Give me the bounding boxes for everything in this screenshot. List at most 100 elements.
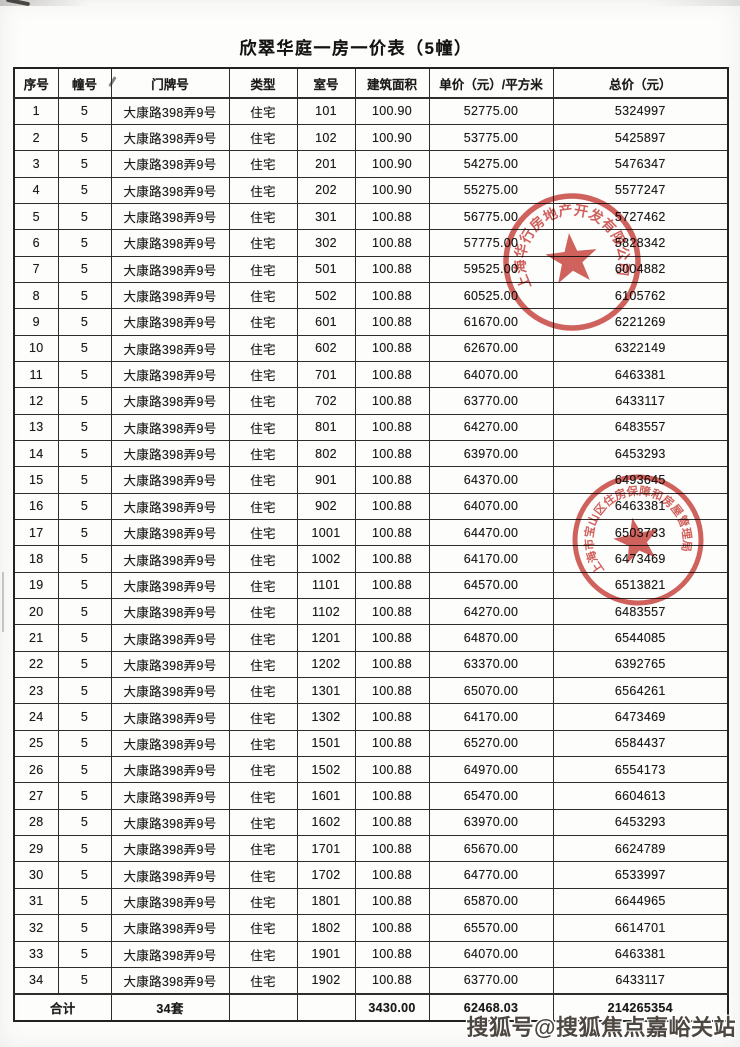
cell-address: 大康路398弄9号 bbox=[110, 571, 230, 600]
table-row: 15 5 大康路398弄9号 住宅 901 100.88 64370.00 6493645 bbox=[13, 466, 729, 494]
cell-type: 住宅 bbox=[228, 914, 298, 942]
table-row: 5 5 大康路398弄9号 住宅 301 100.88 56775.00 5727462 bbox=[13, 202, 729, 231]
table-row: 11 5 大康路398弄9号 住宅 701 100.88 64070.00 6463381 bbox=[13, 360, 729, 389]
cell-address: 大康路398弄9号 bbox=[110, 808, 230, 837]
cell-total-price: 6473469 bbox=[552, 703, 729, 731]
cell-seq: 3 bbox=[13, 150, 59, 178]
table-row: 32 5 大康路398弄9号 住宅 1802 100.88 65570.00 6614701 bbox=[13, 914, 729, 942]
cell-room: 202 bbox=[296, 176, 356, 204]
cell-type: 住宅 bbox=[228, 413, 298, 441]
cell-address: 大康路398弄9号 bbox=[110, 729, 230, 758]
cell-address: 大康路398弄9号 bbox=[110, 545, 230, 573]
cell-type: 住宅 bbox=[228, 281, 298, 310]
cell-type: 住宅 bbox=[228, 624, 298, 652]
table-row: 34 5 大康路398弄9号 住宅 1902 100.88 63770.00 6433117 bbox=[13, 966, 729, 995]
cell-type: 住宅 bbox=[228, 255, 298, 283]
cell-seq: 16 bbox=[13, 492, 59, 521]
cell-total-price: 6433117 bbox=[552, 966, 729, 995]
cell-building: 5 bbox=[57, 887, 112, 916]
cell-address: 大康路398弄9号 bbox=[110, 360, 230, 389]
cell-area: 100.88 bbox=[354, 703, 430, 731]
cell-total-price: 6554173 bbox=[552, 756, 729, 784]
cell-unit-price: 65070.00 bbox=[428, 677, 554, 705]
cell-total-price: 6483557 bbox=[552, 413, 729, 441]
table-footer: 合计 34套 3430.00 62468.03 214265354 bbox=[13, 993, 729, 1022]
cell-unit-price: 63770.00 bbox=[428, 966, 554, 995]
cell-unit-price: 65670.00 bbox=[428, 835, 554, 863]
cell-area: 100.90 bbox=[354, 97, 430, 125]
cell-area: 100.88 bbox=[354, 756, 430, 784]
cell-total-price: 6463381 bbox=[552, 940, 729, 968]
cell-building: 5 bbox=[57, 518, 112, 547]
table-row: 14 5 大康路398弄9号 住宅 802 100.88 63970.00 6453293 bbox=[13, 439, 729, 468]
cell-building: 5 bbox=[57, 308, 112, 336]
cell-total-price: 214265354 bbox=[552, 993, 729, 1022]
cell-room: 1601 bbox=[296, 782, 356, 810]
cell-seq: 17 bbox=[13, 518, 59, 547]
table-row: 7 5 大康路398弄9号 住宅 501 100.88 59525.00 6004882 bbox=[13, 255, 729, 283]
table-row: 25 5 大康路398弄9号 住宅 1501 100.88 65270.00 6584437 bbox=[13, 729, 729, 758]
cell-unit-price: 63370.00 bbox=[428, 650, 554, 679]
cell-building: 5 bbox=[57, 545, 112, 573]
cell-seq: 31 bbox=[13, 887, 59, 916]
cell-type: 住宅 bbox=[228, 466, 298, 494]
cell-area: 100.88 bbox=[354, 518, 430, 547]
cell-seq: 22 bbox=[13, 650, 59, 679]
cell-address: 大康路398弄9号 bbox=[110, 97, 230, 125]
cell-area: 100.88 bbox=[354, 439, 430, 468]
cell-address: 大康路398弄9号 bbox=[110, 887, 230, 916]
cell-address: 大康路398弄9号 bbox=[110, 229, 230, 257]
cell-room: 101 bbox=[296, 97, 356, 125]
cell-building: 5 bbox=[57, 466, 112, 494]
cell-address: 大康路398弄9号 bbox=[110, 123, 230, 152]
cell-seq: 34 bbox=[13, 966, 59, 995]
cell-unit-price: 64570.00 bbox=[428, 571, 554, 600]
cell-address: 大康路398弄9号 bbox=[110, 677, 230, 705]
cell-unit-price: 64070.00 bbox=[428, 940, 554, 968]
header-row: 序号 幢号 门牌号 类型 室号 建筑面积 单价（元）/平方米 总价（元） bbox=[13, 67, 729, 99]
table-row: 4 5 大康路398弄9号 住宅 202 100.90 55275.00 5577247 bbox=[13, 176, 729, 204]
cell-total-price: 6493645 bbox=[552, 466, 729, 494]
cell-type: 住宅 bbox=[228, 150, 298, 178]
cell-type: 住宅 bbox=[228, 729, 298, 758]
watermark: 搜狐号@搜狐焦点嘉峪关站 bbox=[466, 1015, 736, 1040]
cell-type: 住宅 bbox=[228, 756, 298, 784]
cell-building: 5 bbox=[57, 360, 112, 389]
cell-area: 100.88 bbox=[354, 308, 430, 336]
cell-unit-price: 65570.00 bbox=[428, 914, 554, 942]
cell-seq: 19 bbox=[13, 571, 59, 600]
cell-total-price: 6453293 bbox=[552, 439, 729, 468]
cell-room: 1001 bbox=[296, 518, 356, 547]
cell-total-type bbox=[228, 993, 298, 1022]
cell-type: 住宅 bbox=[228, 518, 298, 547]
cell-type: 住宅 bbox=[228, 439, 298, 468]
table-row: 1 5 大康路398弄9号 住宅 101 100.90 52775.00 5324997 bbox=[13, 97, 729, 125]
cell-seq: 23 bbox=[13, 677, 59, 705]
cell-area: 100.88 bbox=[354, 334, 430, 362]
table-row: 24 5 大康路398弄9号 住宅 1302 100.88 64170.00 6473469 bbox=[13, 703, 729, 731]
cell-building: 5 bbox=[57, 835, 112, 863]
cell-total-price: 6503733 bbox=[552, 518, 729, 547]
cell-unit-price: 64270.00 bbox=[428, 598, 554, 626]
cell-area: 100.90 bbox=[354, 176, 430, 204]
cell-building: 5 bbox=[57, 703, 112, 731]
cell-room: 602 bbox=[296, 334, 356, 362]
cell-seq: 30 bbox=[13, 861, 59, 889]
cell-unit-price: 64370.00 bbox=[428, 466, 554, 494]
cell-type: 住宅 bbox=[228, 545, 298, 573]
cell-type: 住宅 bbox=[228, 650, 298, 679]
cell-total-units: 34套 bbox=[110, 993, 230, 1022]
cell-total-price: 6564261 bbox=[552, 677, 729, 705]
cell-type: 住宅 bbox=[228, 966, 298, 995]
cell-room: 1701 bbox=[296, 835, 356, 863]
cell-unit-price: 65470.00 bbox=[428, 782, 554, 810]
cell-seq: 33 bbox=[13, 940, 59, 968]
table-row: 2 5 大康路398弄9号 住宅 102 100.90 53775.00 5425897 bbox=[13, 123, 729, 152]
cell-total-unit-price: 62468.03 bbox=[428, 993, 554, 1022]
cell-room: 1502 bbox=[296, 756, 356, 784]
cell-type: 住宅 bbox=[228, 334, 298, 362]
cell-building: 5 bbox=[57, 202, 112, 231]
cell-building: 5 bbox=[57, 729, 112, 758]
cell-address: 大康路398弄9号 bbox=[110, 255, 230, 283]
